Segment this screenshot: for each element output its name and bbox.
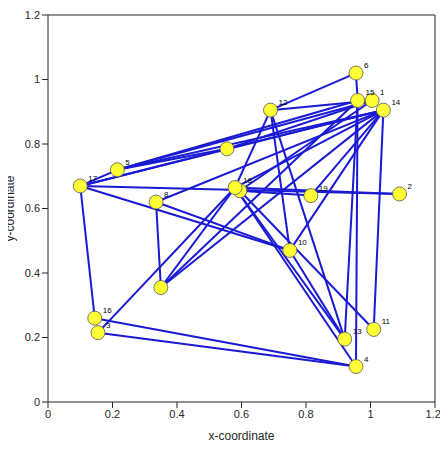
svg-text:1: 1 [367,408,373,420]
svg-text:0.2: 0.2 [105,408,120,420]
svg-text:3: 3 [106,321,111,330]
svg-text:11: 11 [382,317,391,326]
svg-text:6: 6 [364,61,369,70]
svg-text:13: 13 [353,327,362,336]
svg-text:0.8: 0.8 [298,408,313,420]
svg-text:0.6: 0.6 [25,202,40,214]
svg-text:x-coordinate: x-coordinate [208,429,274,443]
svg-text:8: 8 [164,190,169,199]
svg-text:14: 14 [391,98,400,107]
svg-text:0.8: 0.8 [25,138,40,150]
svg-text:0.4: 0.4 [169,408,184,420]
svg-text:15: 15 [366,88,375,97]
svg-text:0.6: 0.6 [234,408,249,420]
svg-text:18: 18 [243,176,252,185]
svg-text:19: 19 [319,184,328,193]
svg-text:1.2: 1.2 [25,9,40,21]
svg-text:1.2: 1.2 [425,408,440,420]
svg-text:0.2: 0.2 [25,331,40,343]
svg-text:0.4: 0.4 [25,267,40,279]
svg-text:12: 12 [279,98,288,107]
svg-text:10: 10 [298,238,307,247]
svg-text:1: 1 [380,88,385,97]
svg-text:16: 16 [103,306,112,315]
svg-text:5: 5 [125,158,130,167]
svg-text:4: 4 [364,355,369,364]
svg-text:2: 2 [408,182,413,191]
svg-text:0: 0 [45,408,51,420]
svg-text:0: 0 [34,396,40,408]
svg-text:1: 1 [34,73,40,85]
svg-text:17: 17 [88,174,97,183]
svg-text:y-coordinate: y-coordinate [8,175,17,241]
